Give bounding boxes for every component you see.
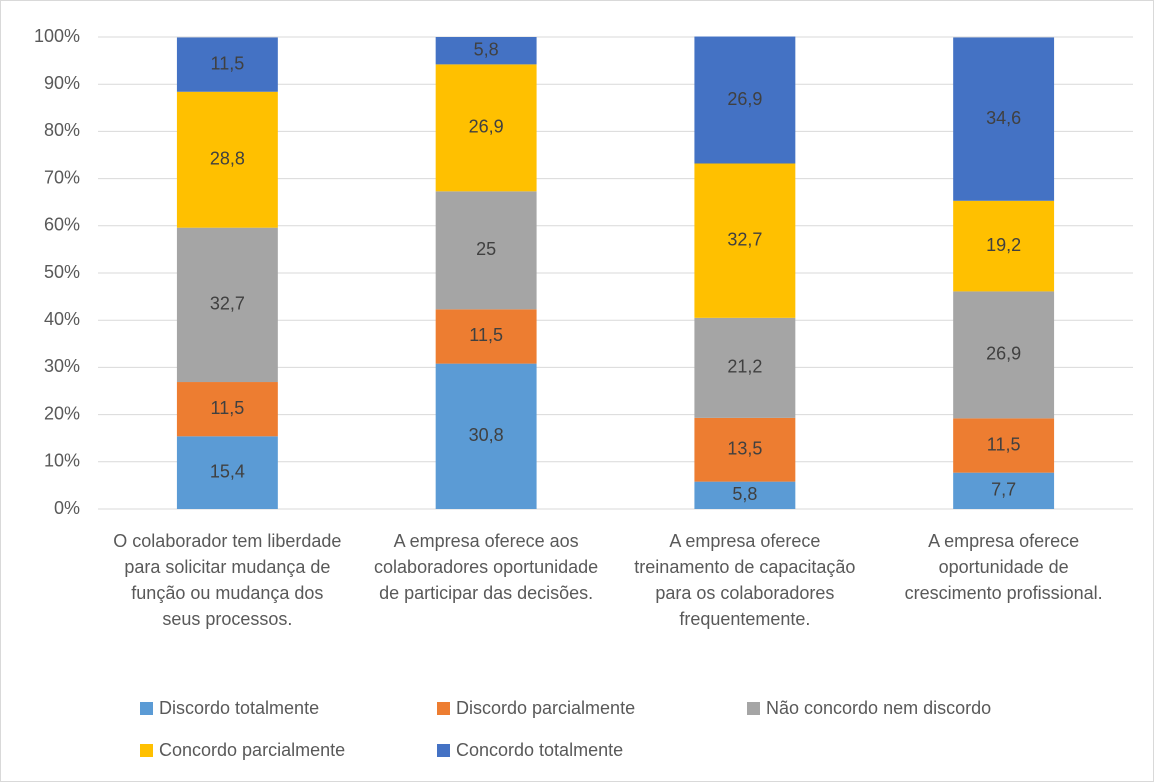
y-tick-label: 50% — [44, 262, 80, 282]
data-label: 15,4 — [210, 461, 245, 481]
bar-segment — [694, 481, 796, 509]
bar-segment — [435, 64, 537, 192]
bar-segment — [176, 436, 278, 509]
data-label: 25 — [476, 239, 496, 259]
x-tick-label: A empresa oferece treinamento de capacit… — [634, 531, 856, 629]
bar-segment — [953, 200, 1055, 292]
bar-segment — [694, 417, 796, 482]
bar-segment — [435, 309, 537, 364]
data-label: 32,7 — [727, 229, 762, 249]
legend-label: Concordo totalmente — [456, 740, 624, 760]
data-label: 5,8 — [474, 39, 499, 59]
data-label: 32,7 — [210, 294, 245, 314]
y-tick-label: 70% — [44, 167, 80, 187]
data-label: 34,6 — [986, 108, 1021, 128]
data-label: 11,5 — [211, 398, 245, 418]
y-tick-label: 30% — [44, 356, 80, 376]
bar-segment — [435, 191, 537, 310]
data-label: 11,5 — [987, 434, 1021, 454]
y-tick-label: 10% — [44, 451, 80, 471]
legend-item: Discordo parcialmente — [437, 698, 635, 719]
y-tick-label: 40% — [44, 309, 80, 329]
bar-segment — [953, 291, 1055, 419]
bar-segment — [694, 163, 796, 318]
legend-swatch — [437, 702, 450, 715]
data-label: 5,8 — [732, 484, 757, 504]
legend-label: Não concordo nem discordo — [766, 698, 992, 718]
bar-segment — [176, 227, 278, 383]
bar-segment — [694, 36, 796, 164]
legend-item: Discordo totalmente — [140, 698, 319, 719]
data-label: 11,5 — [211, 53, 245, 73]
bar-segment — [176, 37, 278, 92]
data-label: 11,5 — [469, 325, 503, 345]
bar-segment — [953, 37, 1055, 201]
legend-swatch — [747, 702, 760, 715]
x-tick-label: A empresa oferece oportunidade de cresci… — [904, 531, 1103, 603]
bar-segment — [953, 472, 1055, 509]
data-label: 28,8 — [210, 148, 245, 168]
legend-item: Concordo parcialmente — [140, 740, 345, 761]
data-label: 19,2 — [986, 235, 1021, 255]
legend-swatch — [437, 744, 450, 757]
bar-segment — [953, 418, 1055, 473]
bar-segment — [435, 363, 537, 509]
data-label: 26,9 — [727, 89, 762, 109]
x-tick-label: A empresa oferece aos colaboradores opor… — [374, 531, 599, 603]
x-tick-label: O colaborador tem liberdade para solicit… — [113, 531, 342, 629]
legend-label: Concordo parcialmente — [159, 740, 346, 760]
y-tick-label: 60% — [44, 215, 80, 235]
bar-segment — [176, 91, 278, 228]
data-label: 21,2 — [727, 357, 762, 377]
legend-label: Discordo parcialmente — [456, 698, 636, 718]
legend-item: Concordo totalmente — [437, 740, 623, 761]
data-label: 26,9 — [469, 117, 504, 137]
data-label: 7,7 — [991, 480, 1016, 500]
y-tick-label: 90% — [44, 73, 80, 93]
data-label: 13,5 — [727, 439, 762, 459]
y-tick-label: 100% — [34, 26, 80, 46]
data-label: 30,8 — [469, 425, 504, 445]
data-label: 26,9 — [986, 344, 1021, 364]
y-tick-label: 80% — [44, 120, 80, 140]
legend-swatch — [140, 702, 153, 715]
bar-segment — [176, 382, 278, 437]
legend-label: Discordo totalmente — [159, 698, 320, 718]
y-tick-label: 20% — [44, 403, 80, 423]
legend-item: Não concordo nem discordo — [747, 698, 991, 719]
y-tick-label: 0% — [54, 498, 80, 518]
legend-swatch — [140, 744, 153, 757]
bar-segment — [694, 317, 796, 418]
bar-segment — [435, 37, 537, 65]
